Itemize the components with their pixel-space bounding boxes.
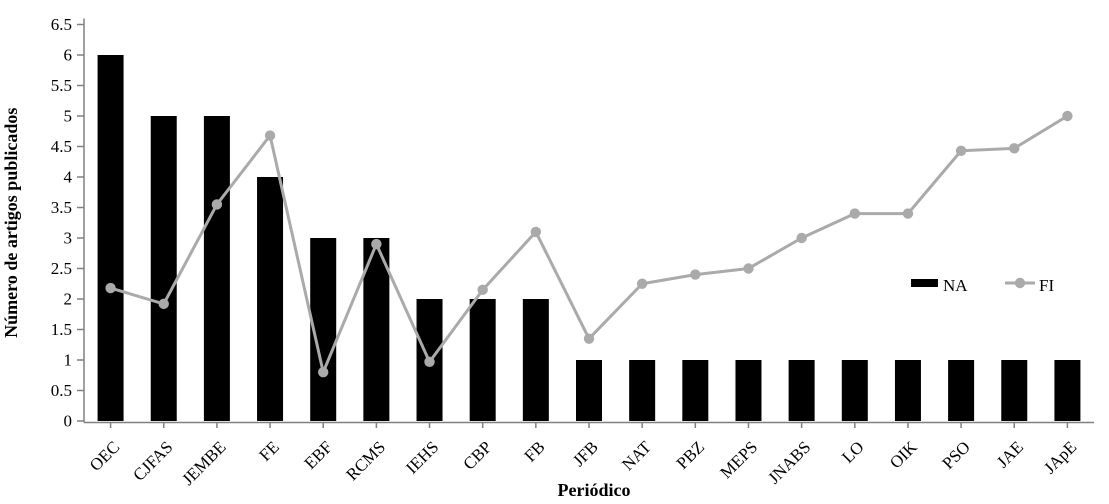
x-tick-label: OEC bbox=[86, 437, 123, 474]
x-tick-label: LO bbox=[838, 437, 867, 466]
fi-point-CJFAS bbox=[158, 298, 169, 310]
x-tick-label: JAE bbox=[993, 437, 1027, 471]
x-tick-label: JApE bbox=[1040, 437, 1080, 477]
fi-point-MEPS bbox=[743, 263, 754, 274]
bar-JAE bbox=[1001, 360, 1028, 421]
x-tick-label: PSO bbox=[938, 437, 973, 472]
y-tick-label: 3.5 bbox=[51, 198, 72, 217]
y-tick-label: 2.5 bbox=[51, 259, 72, 278]
bar-MEPS bbox=[735, 360, 762, 421]
fi-point-JNABS bbox=[796, 232, 807, 244]
x-tick-label: NAT bbox=[618, 437, 655, 474]
x-tick-label: FB bbox=[521, 437, 549, 465]
fi-point-JEMBE bbox=[211, 199, 223, 210]
y-tick-label: 5.5 bbox=[51, 76, 72, 95]
y-tick-label: 6 bbox=[64, 46, 73, 65]
bar-CBP bbox=[469, 299, 496, 421]
y-tick-label: 1.5 bbox=[51, 320, 72, 339]
bar-NAT bbox=[629, 360, 656, 421]
y-tick-label: 0.5 bbox=[51, 381, 72, 400]
x-tick-label: MEPS bbox=[716, 437, 761, 482]
x-tick-label: OIK bbox=[886, 437, 921, 472]
y-tick-label: 5 bbox=[64, 107, 73, 126]
fi-point-RCMS bbox=[371, 238, 382, 250]
bar-PBZ bbox=[682, 360, 709, 421]
y-tick-label: 4.5 bbox=[51, 137, 72, 156]
bar-JNABS bbox=[788, 360, 815, 421]
fi-point-NAT bbox=[636, 278, 648, 289]
fi-point-OIK bbox=[902, 208, 914, 219]
bar-JApE bbox=[1054, 360, 1081, 421]
legend-marker-fi bbox=[1014, 277, 1026, 289]
x-tick-label: JNABS bbox=[764, 437, 814, 487]
bar-FB bbox=[522, 299, 549, 421]
fi-point-FB bbox=[530, 226, 542, 238]
bar-CJFAS bbox=[150, 116, 177, 421]
x-axis-title: Periódico bbox=[558, 480, 631, 500]
y-tick-label: 6.5 bbox=[51, 15, 72, 34]
bar-FE bbox=[257, 177, 284, 421]
bar-PSO bbox=[948, 360, 975, 421]
legend-label-na: NA bbox=[943, 276, 968, 295]
fi-point-CBP bbox=[477, 284, 488, 296]
fi-point-JAE bbox=[1009, 143, 1020, 154]
fi-point-FE bbox=[264, 130, 276, 141]
fi-point-EBF bbox=[318, 367, 329, 378]
x-tick-label: JEMBE bbox=[178, 437, 230, 489]
x-tick-label: FE bbox=[255, 437, 282, 464]
bar-JFB bbox=[576, 360, 602, 421]
fi-point-LO bbox=[849, 208, 860, 219]
y-axis-title: Número de artigos publicados bbox=[1, 108, 21, 338]
fi-point-JFB bbox=[583, 333, 595, 344]
y-tick-label: 1 bbox=[64, 351, 73, 370]
fi-point-PBZ bbox=[690, 269, 701, 280]
x-tick-label: PBZ bbox=[673, 437, 708, 472]
x-tick-label: JFB bbox=[569, 437, 602, 470]
fi-point-JApE bbox=[1062, 110, 1073, 122]
bar-OIK bbox=[894, 360, 921, 421]
fi-point-PSO bbox=[955, 145, 967, 156]
y-tick-label: 0 bbox=[64, 412, 73, 431]
y-tick-label: 2 bbox=[64, 290, 73, 309]
bar-LO bbox=[841, 360, 868, 421]
fi-point-IEHS bbox=[424, 356, 435, 368]
legend-label-fi: FI bbox=[1039, 276, 1054, 295]
x-tick-label: CBP bbox=[459, 437, 495, 473]
x-tick-label: CJFAS bbox=[129, 437, 176, 484]
bar-OEC bbox=[97, 55, 124, 421]
y-tick-label: 3 bbox=[64, 229, 73, 248]
x-tick-label: RCMS bbox=[342, 437, 389, 484]
y-tick-label: 4 bbox=[64, 168, 73, 187]
legend-swatch-na bbox=[911, 279, 938, 287]
bar-JEMBE bbox=[203, 116, 230, 421]
x-tick-label: IEHS bbox=[402, 437, 442, 477]
fi-point-OEC bbox=[105, 282, 116, 294]
x-tick-label: EBF bbox=[301, 437, 336, 472]
